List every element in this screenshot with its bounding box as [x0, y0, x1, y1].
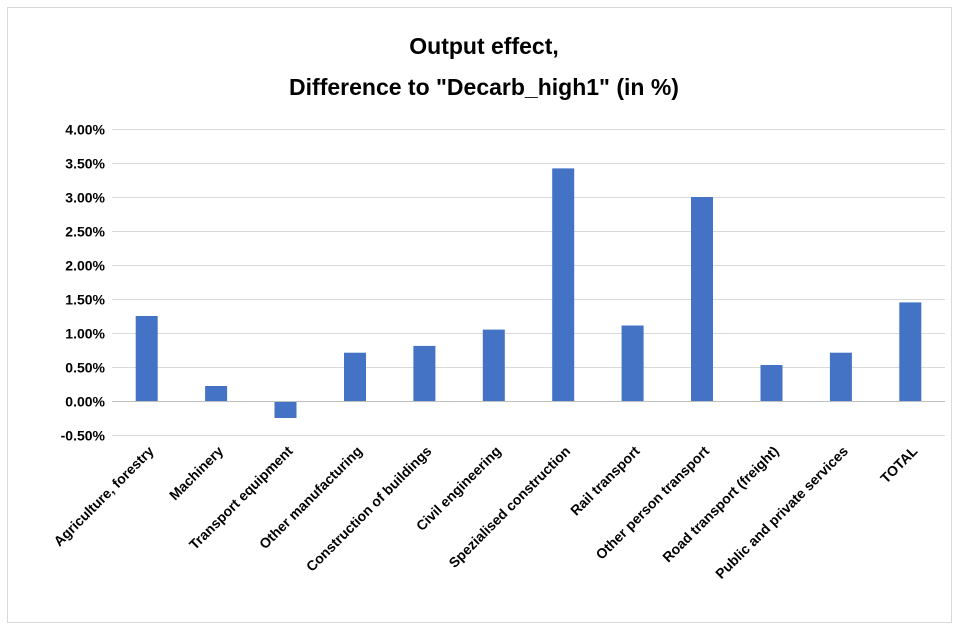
- y-tick-label: 3.50%: [65, 156, 105, 172]
- chart-area: [7, 7, 952, 623]
- x-category-label: Agriculture, forestry: [50, 443, 157, 550]
- chart-title-line-1: Output effect,: [409, 33, 559, 59]
- bar: [899, 302, 922, 401]
- bar: [621, 325, 644, 401]
- bar: [205, 386, 228, 401]
- y-tick-label: 0.50%: [65, 360, 105, 376]
- x-category-label: Spezialised construction: [445, 443, 573, 571]
- y-tick-label: 1.00%: [65, 326, 105, 342]
- x-category-label: TOTAL: [877, 442, 921, 486]
- x-category-label: Other person transport: [592, 443, 712, 563]
- bar: [552, 168, 575, 401]
- bar: [691, 197, 713, 401]
- y-tick-label: 0.00%: [65, 394, 105, 410]
- bar: [135, 316, 158, 401]
- y-tick-label: 2.50%: [65, 224, 105, 240]
- chart-title-line-2: Difference to "Decarb_high1" (in %): [289, 74, 679, 100]
- x-category-label: Machinery: [166, 443, 226, 503]
- y-tick-label: 4.00%: [65, 122, 105, 138]
- y-tick-label: 2.00%: [65, 258, 105, 274]
- bar: [413, 345, 436, 401]
- bar: [829, 352, 852, 401]
- bar: [482, 329, 505, 401]
- x-category-label: Construction of buildings: [303, 443, 435, 575]
- y-tick-label: 1.50%: [65, 292, 105, 308]
- y-tick-label: 3.00%: [65, 190, 105, 206]
- x-category-label: Road transport (freight): [659, 443, 781, 565]
- x-category-label: Rail transport: [567, 443, 643, 519]
- x-category-label: Public and private services: [712, 443, 851, 582]
- bar: [760, 365, 783, 401]
- bar: [274, 401, 297, 418]
- y-tick-label: -0.50%: [61, 428, 106, 444]
- bar: [344, 352, 366, 401]
